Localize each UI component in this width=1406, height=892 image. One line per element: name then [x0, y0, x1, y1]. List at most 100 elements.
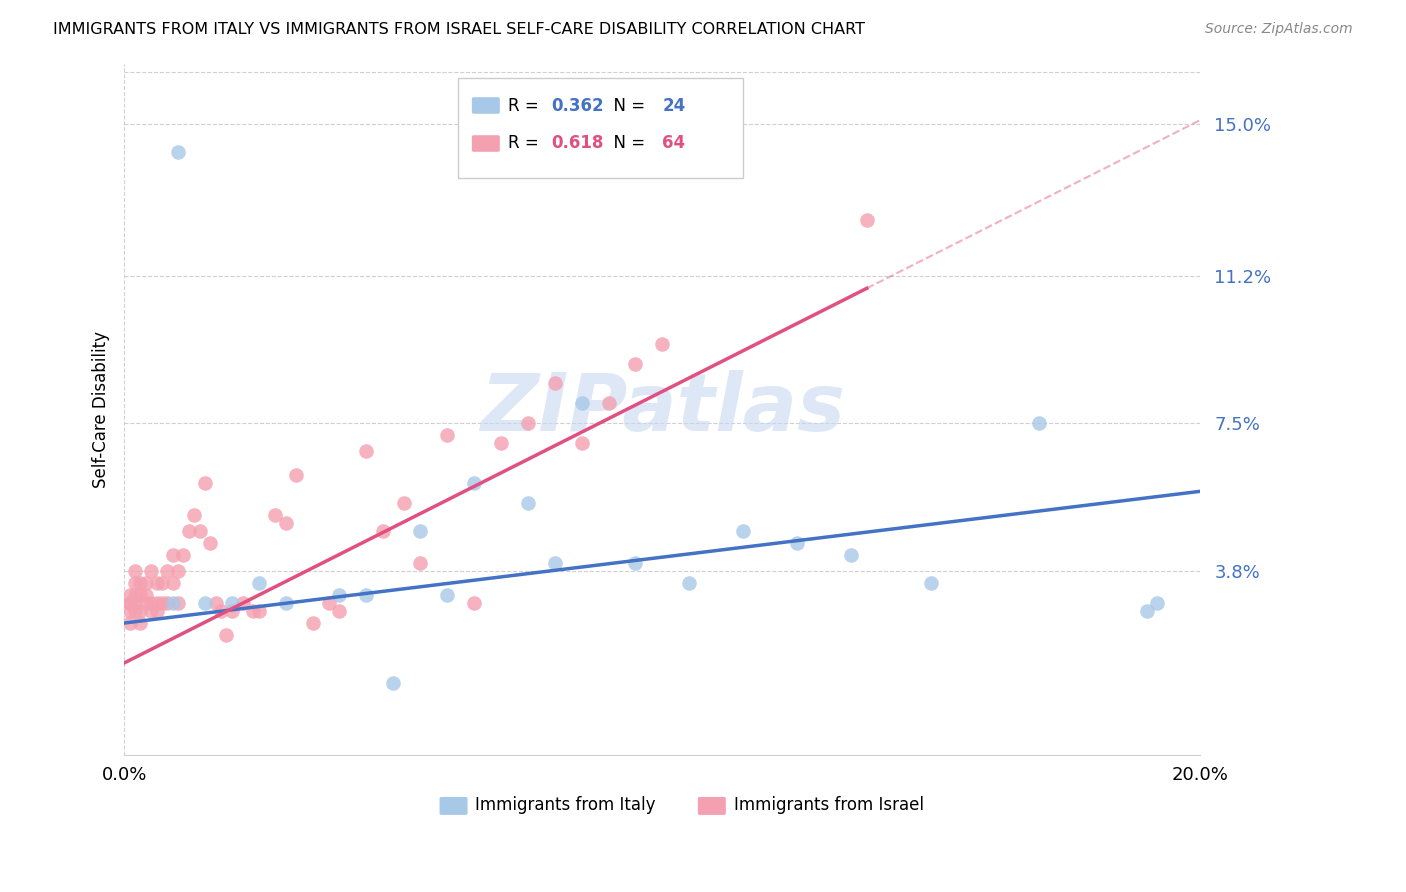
Point [124, 596, 146, 610]
Point [598, 396, 620, 410]
FancyBboxPatch shape [697, 797, 725, 815]
Point [118, 588, 141, 602]
Point [118, 604, 141, 618]
Point [786, 536, 808, 550]
Point [274, 516, 297, 531]
Text: Immigrants from Israel: Immigrants from Israel [734, 796, 925, 814]
Text: IMMIGRANTS FROM ITALY VS IMMIGRANTS FROM ISRAEL SELF-CARE DISABILITY CORRELATION: IMMIGRANTS FROM ITALY VS IMMIGRANTS FROM… [53, 22, 866, 37]
Point [920, 576, 942, 591]
Point [167, 145, 190, 159]
Point [571, 396, 593, 410]
Point [204, 596, 226, 610]
Point [156, 564, 179, 578]
Point [124, 588, 146, 602]
Point [183, 508, 205, 523]
Point [624, 556, 647, 570]
Point [409, 556, 432, 570]
Point [544, 556, 567, 570]
Point [145, 604, 167, 618]
Point [124, 604, 146, 618]
Point [516, 417, 538, 431]
Text: 24: 24 [662, 96, 686, 114]
Point [247, 604, 270, 618]
Point [1028, 417, 1050, 431]
Point [356, 444, 378, 458]
FancyBboxPatch shape [458, 78, 742, 178]
Point [124, 576, 146, 591]
Text: 64: 64 [662, 135, 686, 153]
Point [145, 596, 167, 610]
Point [328, 604, 350, 618]
Point [200, 536, 222, 550]
Point [1136, 604, 1159, 618]
Point [135, 576, 157, 591]
Point [516, 496, 538, 510]
Point [209, 604, 232, 618]
Text: ZIPatlas: ZIPatlas [479, 370, 845, 449]
Point [167, 564, 190, 578]
Point [215, 628, 238, 642]
FancyBboxPatch shape [440, 797, 468, 815]
Text: N =: N = [603, 96, 651, 114]
Point [167, 596, 190, 610]
Point [371, 524, 394, 539]
Point [194, 476, 217, 491]
Point [242, 604, 264, 618]
Point [129, 588, 152, 602]
Point [150, 596, 173, 610]
Point [264, 508, 287, 523]
Point [139, 564, 162, 578]
FancyBboxPatch shape [472, 136, 499, 152]
Point [247, 576, 270, 591]
Point [162, 576, 184, 591]
Point [129, 604, 152, 618]
Point [129, 576, 152, 591]
Point [651, 336, 673, 351]
Point [177, 524, 200, 539]
Point [162, 548, 184, 562]
Point [172, 548, 194, 562]
Point [118, 615, 141, 630]
Point [436, 428, 458, 442]
Point [118, 596, 141, 610]
Point [489, 436, 512, 450]
Point [318, 596, 340, 610]
Point [436, 588, 458, 602]
Point [856, 212, 879, 227]
Point [118, 596, 141, 610]
Point [678, 576, 700, 591]
Text: 0.618: 0.618 [551, 135, 603, 153]
Point [129, 615, 152, 630]
Point [624, 357, 647, 371]
Point [139, 596, 162, 610]
Point [463, 476, 485, 491]
Point [839, 548, 862, 562]
Point [571, 436, 593, 450]
Point [382, 676, 405, 690]
Point [135, 588, 157, 602]
Point [194, 596, 217, 610]
Point [139, 604, 162, 618]
Point [356, 588, 378, 602]
Point [135, 596, 157, 610]
Point [145, 576, 167, 591]
Point [409, 524, 432, 539]
Text: Source: ZipAtlas.com: Source: ZipAtlas.com [1205, 22, 1353, 37]
Text: N =: N = [603, 135, 651, 153]
Point [392, 496, 415, 510]
Point [731, 524, 754, 539]
Y-axis label: Self-Care Disability: Self-Care Disability [93, 331, 110, 488]
Point [463, 596, 485, 610]
Point [232, 596, 254, 610]
Point [301, 615, 323, 630]
FancyBboxPatch shape [472, 97, 499, 114]
Point [221, 604, 243, 618]
Text: R =: R = [509, 135, 544, 153]
Point [328, 588, 350, 602]
Point [274, 596, 297, 610]
Point [150, 576, 173, 591]
Point [544, 376, 567, 391]
Point [124, 564, 146, 578]
Text: R =: R = [509, 96, 544, 114]
Point [221, 596, 243, 610]
